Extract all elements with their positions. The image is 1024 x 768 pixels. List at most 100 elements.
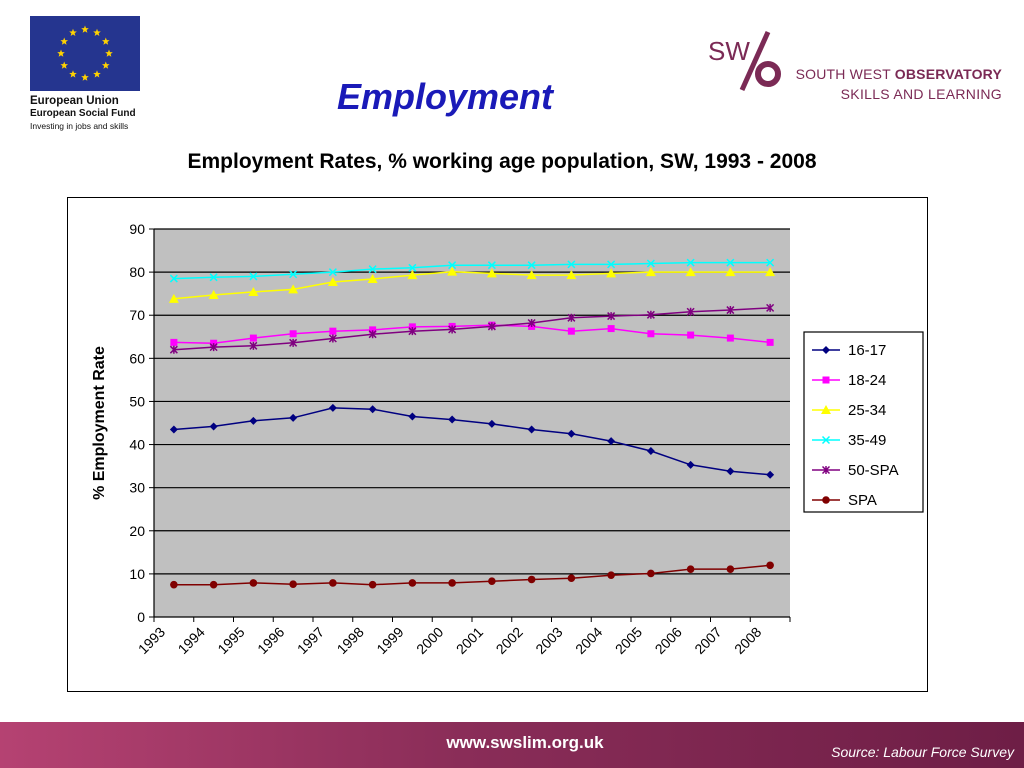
y-tick-label: 60 — [129, 350, 145, 366]
legend-label: 18-24 — [848, 372, 886, 389]
data-point — [368, 580, 377, 589]
chart-title: Employment Rates, % working age populati… — [187, 150, 817, 173]
y-tick-label: 20 — [129, 523, 145, 539]
sw-name-plain: SOUTH WEST — [795, 66, 891, 82]
eu-star-icon — [69, 70, 77, 78]
x-tick-label: 1998 — [334, 624, 367, 657]
sw-mark-text: SW — [708, 36, 750, 66]
data-point — [821, 435, 831, 445]
data-point — [209, 273, 218, 282]
data-point — [289, 270, 298, 279]
data-point — [248, 286, 259, 296]
data-point — [527, 318, 536, 328]
legend-label: 16-17 — [848, 342, 886, 359]
data-point — [289, 330, 297, 338]
legend-item: 18-24 — [812, 372, 886, 389]
data-point — [249, 341, 258, 350]
data-point — [821, 405, 831, 414]
data-point — [726, 467, 735, 476]
x-tick-label: 1997 — [294, 624, 327, 657]
data-point — [329, 327, 337, 335]
data-point — [526, 270, 537, 280]
x-tick-label: 2002 — [493, 624, 526, 657]
data-point — [448, 261, 457, 270]
x-tick-label: 2004 — [572, 624, 605, 657]
legend-label: SPA — [848, 492, 877, 509]
x-tick-label: 2003 — [532, 624, 565, 657]
data-point — [169, 425, 178, 434]
eu-flag-icon — [30, 16, 140, 91]
eu-star-icon — [101, 37, 110, 45]
data-point — [607, 260, 616, 269]
data-point — [169, 345, 178, 354]
footer-bar — [0, 722, 1024, 768]
data-point — [209, 343, 218, 352]
x-tick-label: 1993 — [135, 624, 168, 657]
legend-item: 25-34 — [812, 402, 886, 419]
data-point — [822, 496, 830, 504]
data-point — [289, 580, 297, 589]
legend-item: SPA — [812, 492, 877, 509]
data-point — [725, 267, 736, 277]
series-SPA — [170, 561, 774, 589]
data-point — [209, 580, 218, 589]
data-point — [726, 334, 734, 342]
data-point — [447, 266, 458, 276]
eu-logo-name: European Union — [30, 95, 119, 107]
data-point — [766, 338, 774, 346]
footer-source: Source: Labour Force Survey — [831, 744, 1014, 760]
data-point — [249, 334, 257, 342]
data-point — [647, 330, 655, 338]
y-tick-label: 0 — [137, 609, 145, 625]
data-point — [607, 312, 616, 321]
footer-url: www.swslim.org.uk — [446, 733, 604, 752]
data-point — [328, 268, 337, 277]
data-point — [249, 272, 258, 281]
data-point — [687, 331, 695, 339]
sw-observatory-subtitle: SKILLS AND LEARNING — [840, 86, 1002, 102]
legend-label: 35-49 — [848, 432, 886, 449]
y-tick-label: 40 — [129, 437, 145, 453]
data-point — [566, 270, 577, 280]
y-tick-label: 80 — [129, 264, 145, 280]
data-point — [646, 447, 655, 456]
data-point — [686, 258, 695, 267]
data-point — [327, 277, 338, 287]
eu-esf-logo: European Union European Social Fund Inve… — [30, 16, 142, 131]
data-point — [368, 265, 377, 274]
data-point — [822, 376, 830, 384]
eu-star-icon — [60, 37, 69, 45]
data-point — [329, 579, 337, 587]
data-point — [646, 310, 655, 319]
data-point — [686, 460, 695, 469]
x-tick-label: 2008 — [731, 624, 764, 657]
data-point — [527, 425, 536, 434]
x-tick-label: 2001 — [453, 624, 486, 657]
data-point — [448, 415, 457, 424]
series-16-17 — [169, 403, 775, 479]
x-tick-label: 1996 — [254, 624, 287, 657]
data-point — [766, 561, 774, 570]
x-tick-label: 2005 — [612, 624, 645, 657]
x-tick-label: 1994 — [175, 624, 208, 657]
data-point — [488, 577, 496, 586]
data-point — [607, 325, 615, 333]
legend-item: 50-SPA — [812, 462, 899, 479]
page-title: Employment — [336, 76, 554, 117]
data-point — [726, 306, 735, 315]
y-tick-label: 50 — [129, 393, 145, 409]
data-point — [606, 268, 617, 278]
data-point — [822, 346, 830, 354]
eu-logo-tagline: Investing in jobs and skills — [30, 121, 129, 131]
data-point — [567, 574, 576, 582]
sw-observatory-logo: SW SOUTH WEST OBSERVATORY SKILLS AND LEA… — [706, 30, 1006, 110]
data-point — [408, 579, 417, 587]
eu-logo-fund: European Social Fund — [30, 108, 136, 119]
data-point — [726, 258, 735, 267]
data-point — [249, 579, 258, 587]
series-line — [173, 564, 771, 586]
data-point — [209, 422, 218, 431]
eu-star-icon — [81, 25, 89, 33]
data-point — [685, 267, 696, 277]
